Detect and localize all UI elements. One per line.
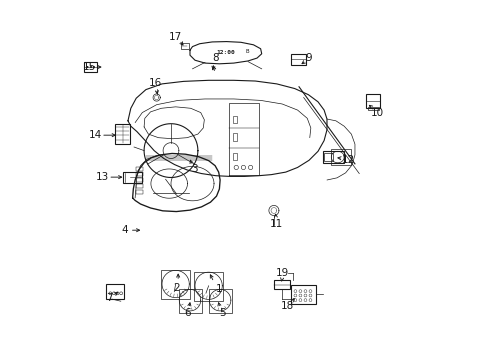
Text: 9: 9 xyxy=(305,53,312,63)
Bar xyxy=(194,272,223,301)
Bar xyxy=(366,94,379,108)
Bar xyxy=(330,149,350,165)
Text: 6: 6 xyxy=(183,309,190,318)
Text: 16: 16 xyxy=(149,78,162,88)
Bar xyxy=(136,190,143,194)
Bar xyxy=(115,125,130,144)
Text: 7: 7 xyxy=(106,293,112,303)
Bar xyxy=(324,153,332,161)
Bar xyxy=(83,62,97,72)
Text: 1: 1 xyxy=(216,284,222,294)
Text: 12: 12 xyxy=(341,155,354,165)
Text: 4: 4 xyxy=(121,225,127,235)
Bar xyxy=(161,270,190,299)
Text: 12:00: 12:00 xyxy=(216,50,235,55)
Text: 11: 11 xyxy=(269,219,282,229)
Bar xyxy=(136,178,143,182)
Bar xyxy=(273,280,289,289)
Text: 14: 14 xyxy=(89,130,102,140)
Bar xyxy=(290,54,305,64)
Bar xyxy=(178,289,202,313)
Bar xyxy=(322,151,344,163)
Text: 2: 2 xyxy=(173,283,179,293)
Bar xyxy=(106,284,123,299)
Text: 10: 10 xyxy=(370,108,383,118)
Bar xyxy=(233,153,237,160)
Text: 15: 15 xyxy=(83,62,96,72)
Text: 13: 13 xyxy=(96,172,109,182)
Text: 5: 5 xyxy=(219,309,226,318)
Bar xyxy=(208,289,231,313)
Bar xyxy=(136,172,143,176)
Bar xyxy=(367,107,378,110)
Circle shape xyxy=(90,66,92,68)
Text: 18: 18 xyxy=(280,301,294,311)
Circle shape xyxy=(86,66,88,68)
Bar xyxy=(180,43,188,49)
Bar xyxy=(233,134,237,140)
Bar xyxy=(136,167,143,171)
Circle shape xyxy=(93,66,95,68)
Text: B: B xyxy=(245,49,249,54)
Bar xyxy=(290,285,315,304)
Bar xyxy=(233,116,237,123)
Text: 8: 8 xyxy=(212,53,219,63)
Bar xyxy=(136,184,143,188)
Text: 19: 19 xyxy=(275,268,288,278)
Text: 3: 3 xyxy=(191,164,197,174)
Text: 17: 17 xyxy=(169,32,182,41)
Bar xyxy=(123,172,142,183)
